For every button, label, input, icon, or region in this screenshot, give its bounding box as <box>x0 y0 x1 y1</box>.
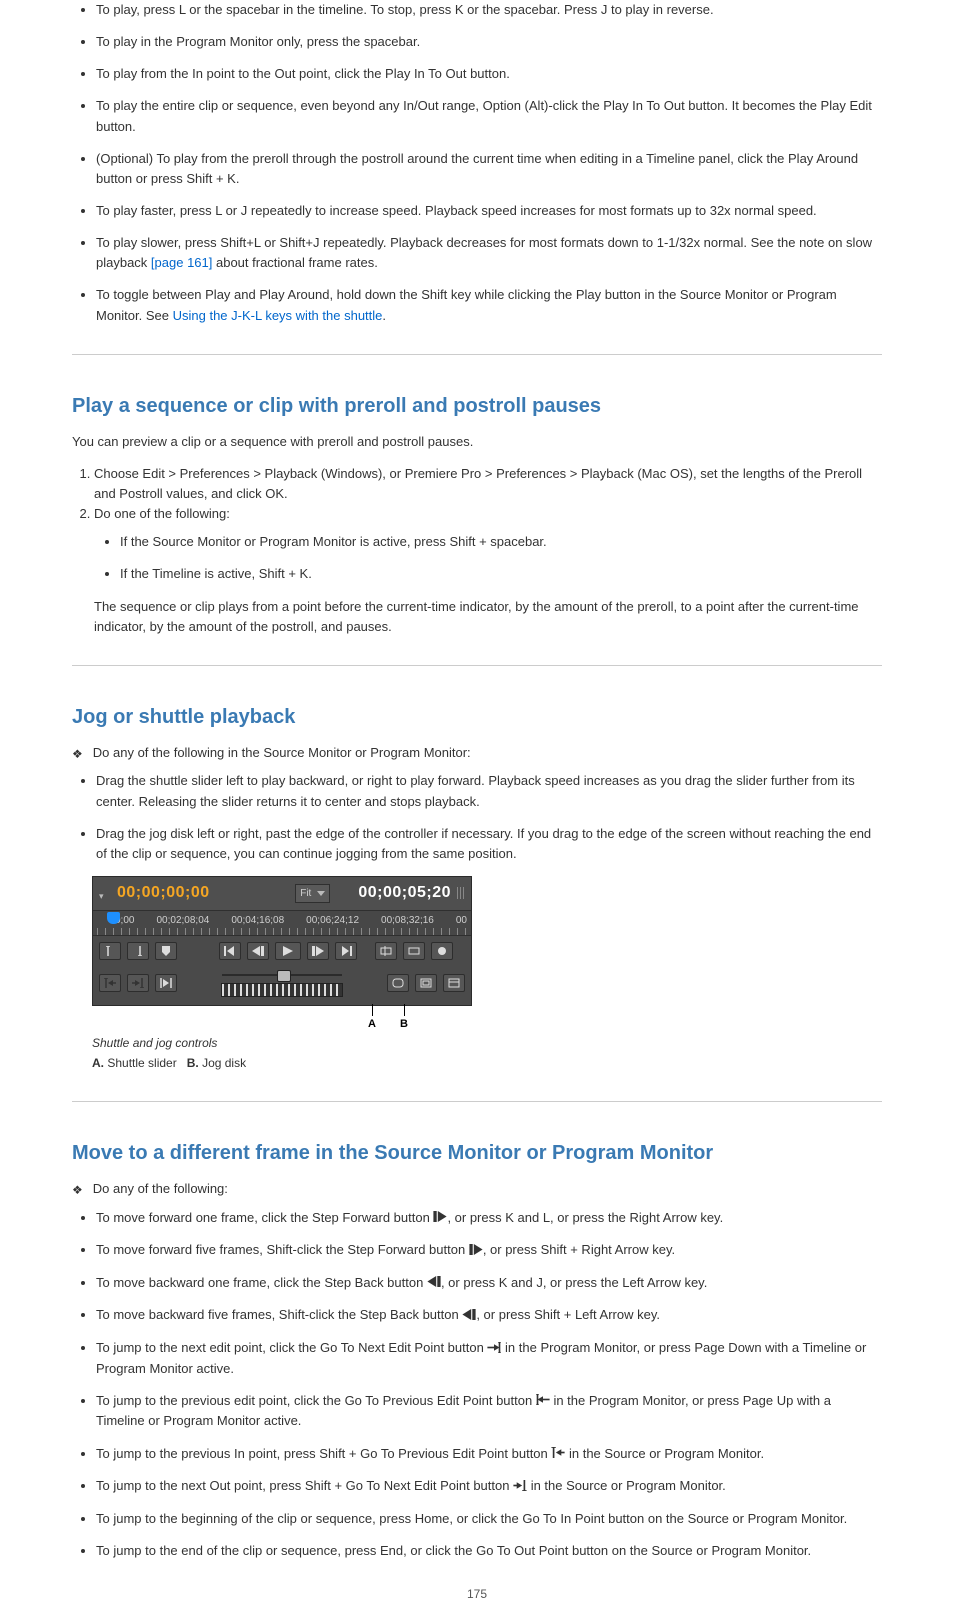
list-item: To jump to the next edit point, click th… <box>96 1338 882 1379</box>
step-forward-icon <box>469 1241 483 1261</box>
go-to-in-button[interactable] <box>219 942 241 960</box>
diamond-icon: ❖ <box>72 1181 83 1200</box>
safe-margins-button[interactable] <box>415 974 437 992</box>
doc-link[interactable]: Using the J-K-L keys with the shuttle <box>173 308 383 323</box>
dropdown-label: Fit <box>300 886 311 902</box>
current-timecode[interactable]: 00;00;00;00 <box>117 881 210 906</box>
page-number: 175 <box>0 1585 954 1604</box>
playhead-icon[interactable] <box>107 912 120 924</box>
grip-icon <box>457 887 465 899</box>
inner-bullets: If the Source Monitor or Program Monitor… <box>72 532 882 584</box>
duration-timecode: 00;00;05;20 <box>358 881 451 906</box>
figure-caption: Shuttle and jog controls <box>92 1034 882 1053</box>
loop-button[interactable] <box>387 974 409 992</box>
time-ruler[interactable]: 0;0000;02;08;0400;04;16;0800;06;24;1200;… <box>93 911 471 936</box>
instruction-text: Do any of the following in the Source Mo… <box>93 743 471 763</box>
list-item: To jump to the previous In point, press … <box>96 1444 882 1465</box>
figure-key: A. Shuttle slider B. Jog disk <box>92 1054 882 1073</box>
body-text: The sequence or clip plays from a point … <box>94 597 882 637</box>
numbered-steps: Choose Edit > Preferences > Playback (Wi… <box>72 464 882 524</box>
go-next-out-icon <box>513 1477 527 1497</box>
go-to-out-button[interactable] <box>335 942 357 960</box>
list-item: To jump to the next Out point, press Shi… <box>96 1476 882 1497</box>
divider <box>72 665 882 666</box>
list-item: If the Timeline is active, Shift + K. <box>120 564 882 584</box>
step-item: Choose Edit > Preferences > Playback (Wi… <box>94 464 882 504</box>
step-back-icon <box>427 1273 441 1293</box>
divider <box>72 354 882 355</box>
top-bullet-list: To play, press L or the spacebar in the … <box>72 0 882 326</box>
go-next-edit-icon <box>487 1339 501 1359</box>
callout-label-a: A <box>368 1016 376 1033</box>
output-button[interactable] <box>443 974 465 992</box>
overwrite-button[interactable] <box>403 942 425 960</box>
section-heading-jog-shuttle: Jog or shuttle playback <box>72 702 882 733</box>
list-item: To play the entire clip or sequence, eve… <box>96 96 882 136</box>
ruler-tick-label: 00 <box>456 913 467 929</box>
go-to-prev-edit-button[interactable] <box>99 974 121 992</box>
insert-button[interactable] <box>375 942 397 960</box>
list-item: To play from the In point to the Out poi… <box>96 64 882 84</box>
callout-label-b: B <box>400 1016 408 1033</box>
go-prev-in-icon <box>551 1444 565 1464</box>
list-item: To jump to the end of the clip or sequen… <box>96 1541 882 1561</box>
ruler-tick-label: 00;02;08;04 <box>156 913 209 929</box>
shuttle-knob-icon[interactable] <box>277 970 291 982</box>
list-item: To play in the Program Monitor only, pre… <box>96 32 882 52</box>
frame-nav-bullets: To move forward one frame, click the Ste… <box>72 1208 882 1562</box>
list-item: To play faster, press L or J repeatedly … <box>96 201 882 221</box>
step-forward-icon <box>433 1208 447 1228</box>
list-item: Drag the jog disk left or right, past th… <box>96 824 882 864</box>
monitor-controls-figure: 00;00;00;00 Fit 00;00;05;20 0;0000;02;08… <box>92 876 470 1028</box>
instruction-text: Do any of the following: <box>93 1179 228 1199</box>
step-item: Do one of the following: <box>94 504 882 524</box>
add-marker-button[interactable] <box>155 942 177 960</box>
jog-shuttle-bullets: Drag the shuttle slider left to play bac… <box>72 771 882 864</box>
diamond-icon: ❖ <box>72 745 83 764</box>
step-back-button[interactable] <box>247 942 269 960</box>
mark-in-button[interactable] <box>99 942 121 960</box>
go-prev-edit-icon <box>536 1391 550 1411</box>
ruler-tick-label: 00;08;32;16 <box>381 913 434 929</box>
ruler-tick-label: 00;04;16;08 <box>231 913 284 929</box>
list-item: To toggle between Play and Play Around, … <box>96 285 882 325</box>
list-item: To play, press L or the spacebar in the … <box>96 0 882 20</box>
list-item: To move forward five frames, Shift-click… <box>96 1240 882 1261</box>
step-back-icon <box>462 1306 476 1326</box>
step-forward-button[interactable] <box>307 942 329 960</box>
list-item: To jump to the beginning of the clip or … <box>96 1509 882 1529</box>
chevron-down-icon <box>317 891 325 896</box>
doc-link[interactable]: [page 161] <box>151 255 212 270</box>
list-item: If the Source Monitor or Program Monitor… <box>120 532 882 552</box>
zoom-fit-dropdown[interactable]: Fit <box>295 884 330 904</box>
section-heading-move-frame: Move to a different frame in the Source … <box>72 1138 882 1169</box>
section-heading-preroll: Play a sequence or clip with preroll and… <box>72 391 882 422</box>
list-item: To play slower, press Shift+L or Shift+J… <box>96 233 882 273</box>
shuttle-slider[interactable] <box>222 970 342 980</box>
play-button[interactable] <box>275 942 301 960</box>
list-item: To move backward five frames, Shift-clic… <box>96 1305 882 1326</box>
jog-disk[interactable] <box>221 983 343 997</box>
mark-out-button[interactable] <box>127 942 149 960</box>
list-item: To jump to the previous edit point, clic… <box>96 1391 882 1432</box>
list-item: To move backward one frame, click the St… <box>96 1273 882 1294</box>
list-item: Drag the shuttle slider left to play bac… <box>96 771 882 811</box>
panel-menu-icon[interactable] <box>99 888 109 898</box>
list-item: To move forward one frame, click the Ste… <box>96 1208 882 1229</box>
divider <box>72 1101 882 1102</box>
go-to-next-edit-button[interactable] <box>127 974 149 992</box>
play-in-to-out-button[interactable] <box>155 974 177 992</box>
list-item: (Optional) To play from the preroll thro… <box>96 149 882 189</box>
export-frame-button[interactable] <box>431 942 453 960</box>
ruler-tick-label: 00;06;24;12 <box>306 913 359 929</box>
body-text: You can preview a clip or a sequence wit… <box>72 432 882 452</box>
